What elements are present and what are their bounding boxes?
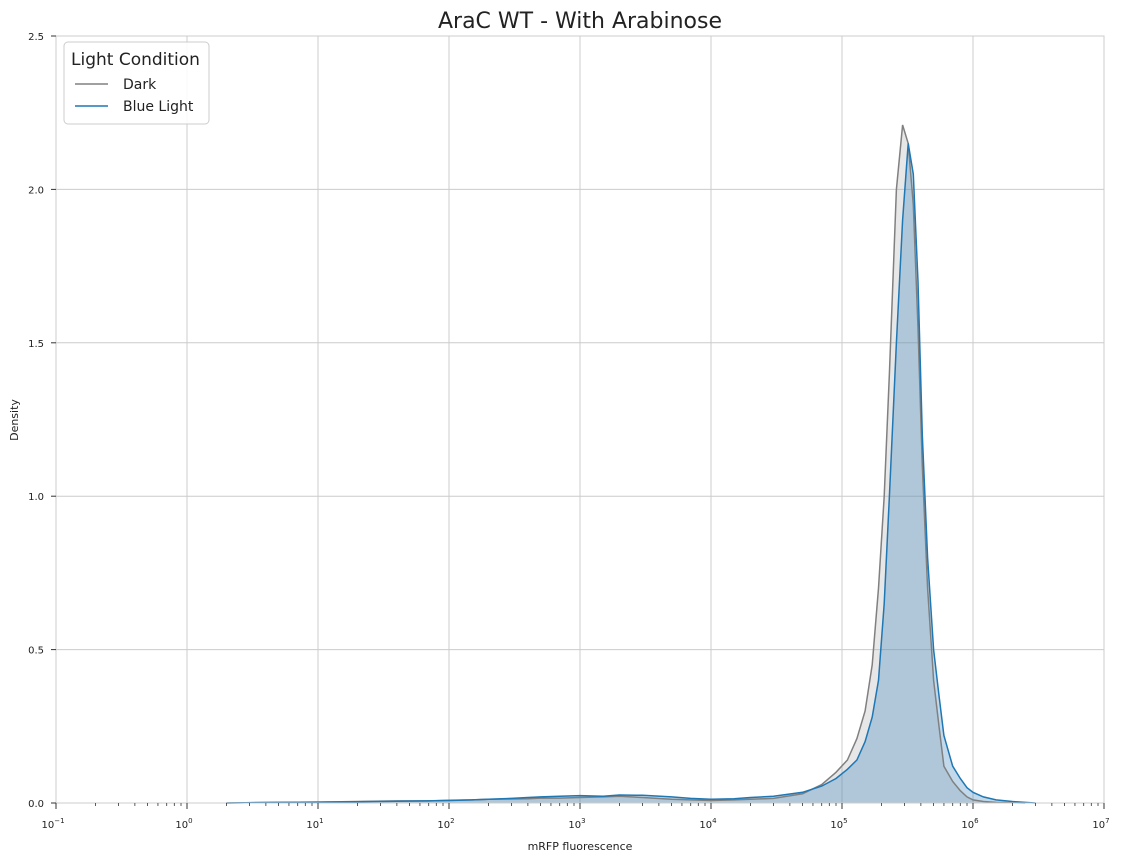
y-tick-label: 2.0 xyxy=(28,185,44,196)
y-axis-label: Density xyxy=(8,399,21,441)
chart-title: AraC WT - With Arabinose xyxy=(438,9,722,34)
legend-label: Dark xyxy=(123,77,157,93)
x-tick-label: 106 xyxy=(961,817,979,831)
y-tick-label: 0.0 xyxy=(28,799,44,810)
y-tick-label: 0.5 xyxy=(28,646,44,657)
x-tick-label: 10−1 xyxy=(41,817,64,831)
x-ticks: 10−1 100 101 102 103 104 105 106 107 xyxy=(41,803,1110,831)
grid xyxy=(55,35,1105,804)
y-tick-label: 1.0 xyxy=(28,492,44,503)
legend-title: Light Condition xyxy=(71,50,200,70)
legend-box xyxy=(63,41,210,125)
y-ticks: 0.0 0.5 1.0 1.5 2.0 2.5 xyxy=(28,32,56,810)
x-tick-label: 105 xyxy=(830,817,847,831)
x-tick-label: 107 xyxy=(1092,817,1109,831)
x-tick-label: 101 xyxy=(306,817,323,831)
x-tick-label: 100 xyxy=(175,817,192,831)
x-tick-label: 103 xyxy=(568,817,585,831)
legend-label: Blue Light xyxy=(123,99,194,115)
line-blue-light xyxy=(226,143,1036,804)
y-tick-label: 2.5 xyxy=(28,32,44,43)
legend: Light Condition Dark Blue Light xyxy=(63,41,210,125)
series-lines xyxy=(226,124,1036,804)
x-axis-label: mRFP fluorescence xyxy=(528,840,633,853)
y-tick-label: 1.5 xyxy=(28,339,44,350)
x-tick-label: 102 xyxy=(437,817,454,831)
x-tick-label: 104 xyxy=(699,817,717,831)
